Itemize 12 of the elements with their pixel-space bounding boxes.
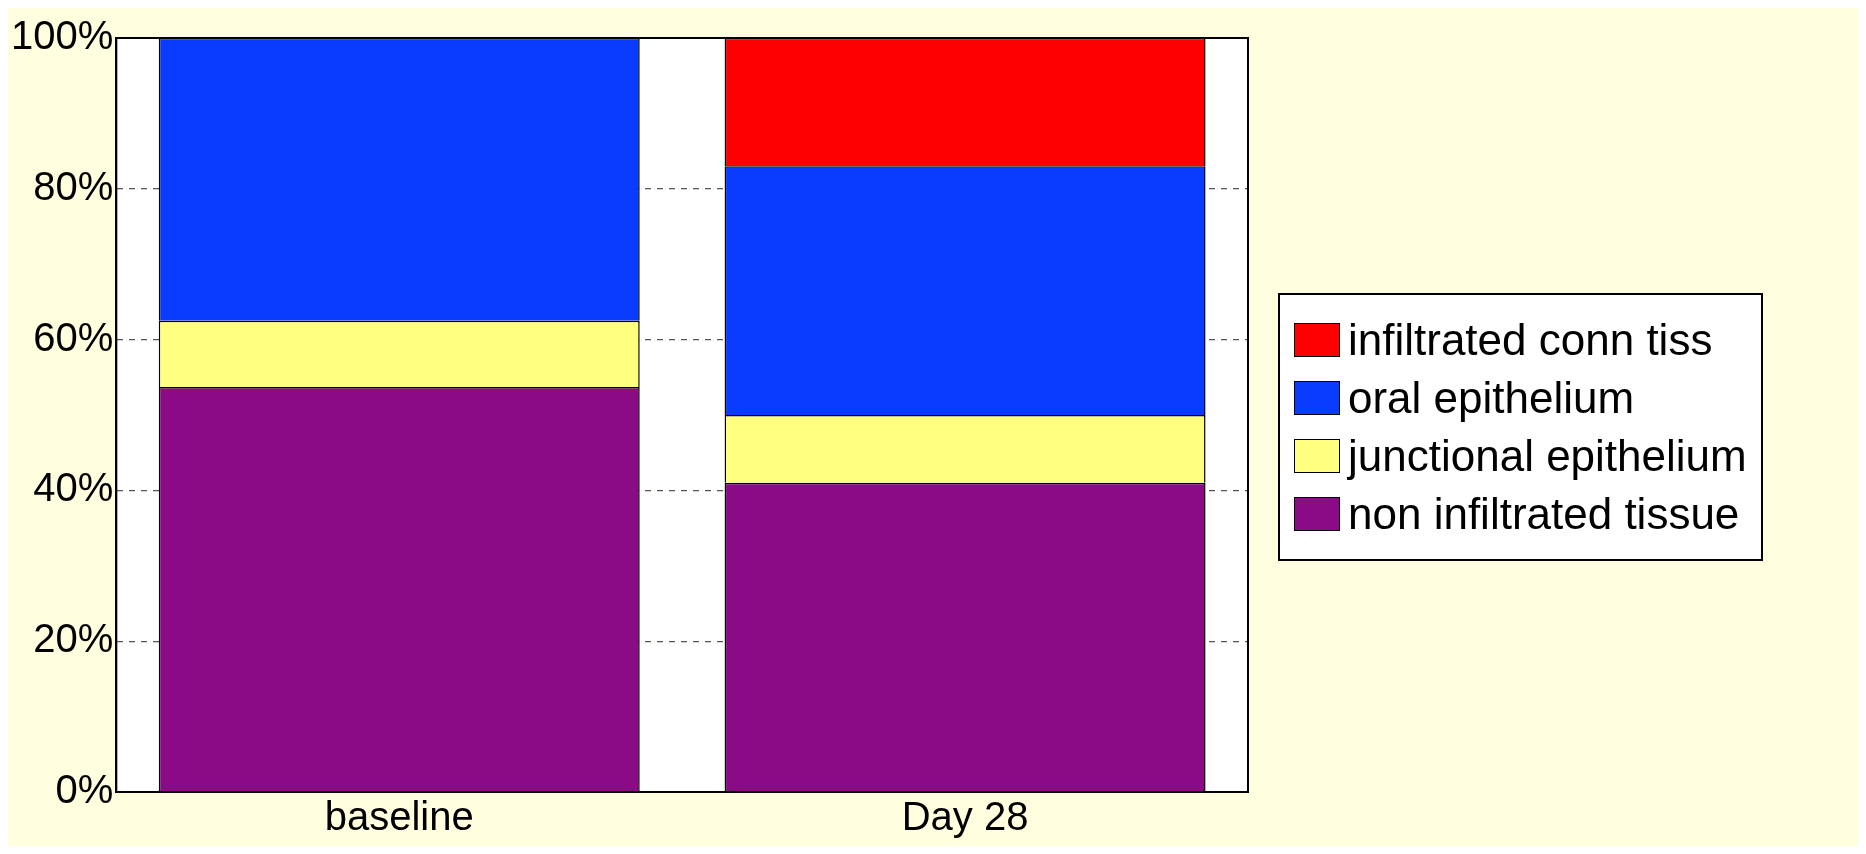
x-tick-label: baseline	[324, 794, 474, 839]
legend-label: oral epithelium	[1348, 373, 1635, 423]
y-tick-label: 20%	[33, 616, 114, 661]
legend-label: junctional epithelium	[1348, 431, 1747, 481]
x-tick-label: Day 28	[901, 794, 1029, 839]
text: non infiltrated tissue	[1348, 489, 1740, 539]
y-tick-label: 40%	[33, 465, 114, 510]
y-tick-label: 60%	[33, 314, 114, 359]
y-tick-label: 100%	[10, 13, 114, 58]
legend-label: infiltrated conn tiss	[1348, 315, 1713, 365]
y-tick-label: 80%	[33, 163, 114, 208]
y-tick-label: 0%	[55, 767, 114, 812]
